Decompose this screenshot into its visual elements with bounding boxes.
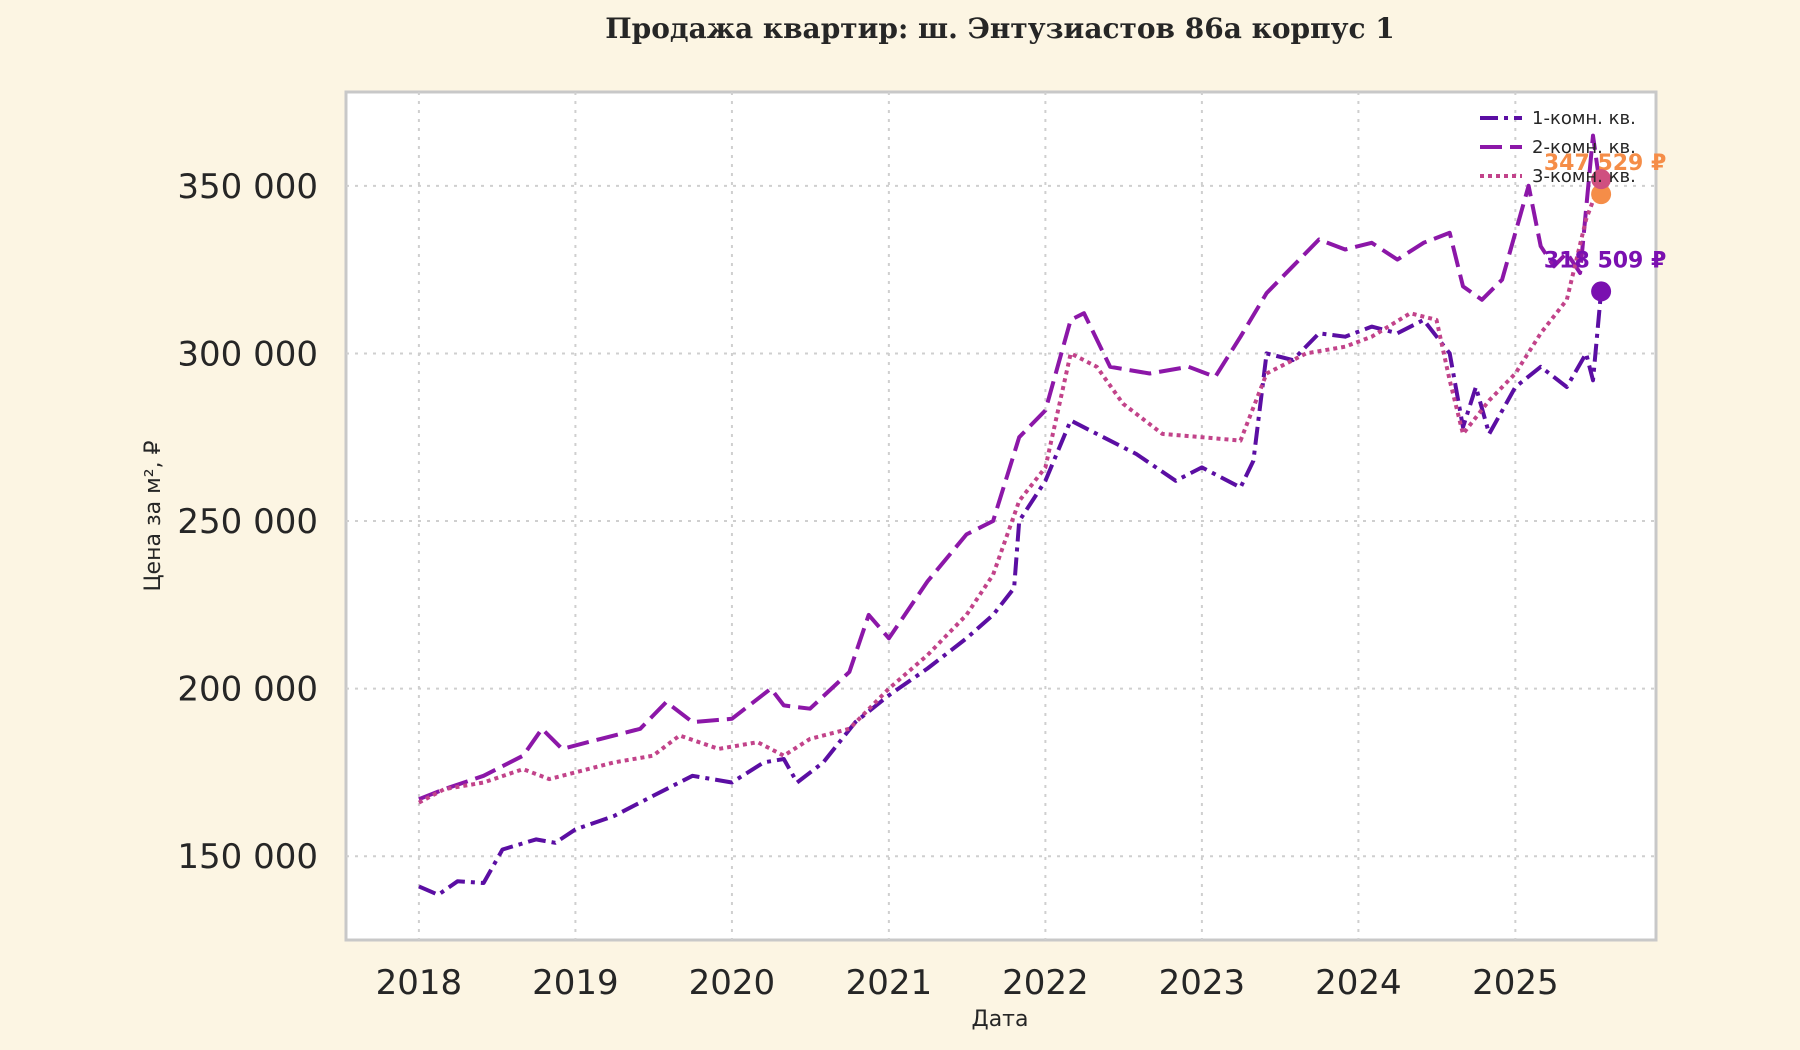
x-tick-label: 2023 — [1159, 963, 1246, 1003]
series-line-2 — [418, 133, 1604, 802]
series-lines — [417, 133, 1604, 897]
end-value-label: 318 509 ₽ — [1544, 248, 1666, 273]
y-tick-label: 300 000 — [177, 334, 318, 374]
legend-entry-label: 2-комн. кв. — [1532, 137, 1636, 158]
x-tick-label: 2020 — [689, 963, 776, 1003]
x-axis-ticks: 2018 2019 2020 2021 2022 2023 2024 2025 — [376, 963, 1559, 1003]
x-tick-label: 2024 — [1315, 963, 1402, 1003]
end-point-marker — [1591, 281, 1612, 302]
x-tick-label: 2025 — [1472, 963, 1559, 1003]
series-line-3 — [417, 178, 1603, 805]
x-tick-label: 2021 — [846, 963, 933, 1003]
grid — [346, 92, 1656, 940]
y-tick-label: 350 000 — [177, 167, 318, 207]
x-tick-label: 2018 — [376, 963, 463, 1003]
legend-entry-label: 1-комн. кв. — [1532, 108, 1636, 129]
x-tick-label: 2019 — [532, 963, 619, 1003]
annotations: 347 529 ₽318 509 ₽ — [1544, 151, 1666, 302]
end-point-marker — [1591, 184, 1612, 205]
end-point-marker — [1591, 169, 1612, 190]
legend: 1-комн. кв. 2-комн. кв. 3-комн. кв. — [1480, 108, 1636, 187]
x-tick-label: 2022 — [1002, 963, 1089, 1003]
y-tick-label: 200 000 — [177, 670, 318, 710]
chart-title: Продажа квартир: ш. Энтузиастов 86а корп… — [605, 12, 1395, 45]
y-tick-label: 150 000 — [177, 837, 318, 877]
series-line-1 — [418, 291, 1604, 897]
x-axis-label: Дата — [972, 1007, 1029, 1032]
y-axis-ticks: 150 000 200 000 250 000 300 000 350 000 — [177, 167, 318, 877]
y-tick-label: 250 000 — [177, 502, 318, 542]
y-axis-label: Цена за м², ₽ — [141, 440, 166, 591]
plot-area — [344, 90, 1658, 942]
legend-entry-label: 3-комн. кв. — [1532, 166, 1636, 187]
